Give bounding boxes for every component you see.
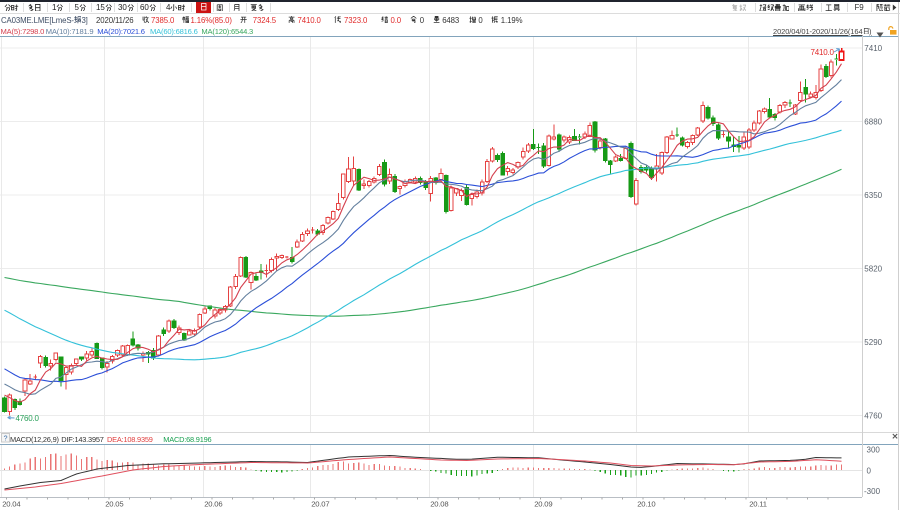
svg-text:20.05: 20.05 <box>105 499 123 508</box>
svg-text:7410: 7410 <box>864 44 882 53</box>
svg-text:20.11: 20.11 <box>749 499 767 508</box>
svg-text:?: ? <box>4 436 8 443</box>
svg-text:6880: 6880 <box>864 117 882 126</box>
svg-text:20.04: 20.04 <box>2 499 21 508</box>
svg-text:6350: 6350 <box>864 191 882 200</box>
svg-text:0: 0 <box>867 466 872 475</box>
svg-text:4760.0: 4760.0 <box>16 414 40 423</box>
svg-text:20.08: 20.08 <box>430 499 448 508</box>
svg-text:20.10: 20.10 <box>637 499 655 508</box>
svg-text:300: 300 <box>867 446 881 455</box>
svg-text:20.09: 20.09 <box>534 499 552 508</box>
svg-text:20.06: 20.06 <box>204 499 222 508</box>
svg-text:7410.0: 7410.0 <box>811 48 835 57</box>
svg-text:20.07: 20.07 <box>311 499 329 508</box>
svg-text:5820: 5820 <box>864 264 882 273</box>
svg-text:-300: -300 <box>864 487 881 496</box>
svg-text:4760: 4760 <box>864 411 882 420</box>
svg-text:5290: 5290 <box>864 338 882 347</box>
